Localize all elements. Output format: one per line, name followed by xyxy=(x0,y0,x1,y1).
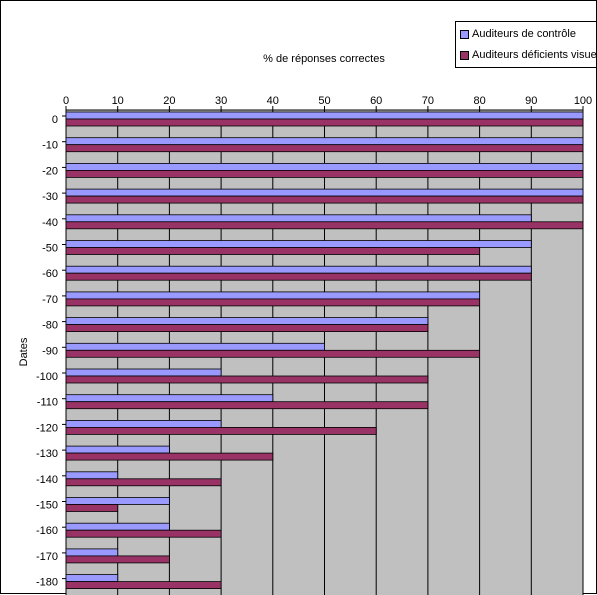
y-tick-label: -150 xyxy=(36,500,58,512)
bar-visually-impaired xyxy=(65,247,481,255)
y-axis-title: Dates xyxy=(18,337,30,366)
legend-item-control: Auditeurs de contrôle xyxy=(460,28,576,40)
bar-control xyxy=(65,419,222,428)
y-tick-label: -30 xyxy=(42,191,58,203)
bar-control xyxy=(65,471,119,480)
bar-control xyxy=(65,548,119,557)
bar-visually-impaired xyxy=(65,375,429,384)
legend: Auditeurs de contrôle Auditeurs déficien… xyxy=(455,21,597,68)
y-tick-label: -40 xyxy=(42,217,58,229)
bar-visually-impaired xyxy=(65,195,584,204)
bar-control xyxy=(65,574,119,582)
y-tick-label: -20 xyxy=(42,165,58,177)
bar-visually-impaired xyxy=(65,349,481,358)
x-tick-label: 10 xyxy=(112,95,124,107)
bar-visually-impaired xyxy=(65,298,481,307)
y-tick-label: -50 xyxy=(42,243,58,255)
x-tick-label: 60 xyxy=(370,95,382,107)
y-tick-label: -180 xyxy=(36,577,58,589)
bar-control xyxy=(65,240,532,248)
bar-control xyxy=(65,522,170,531)
legend-label-control: Auditeurs de contrôle xyxy=(472,28,576,40)
bar-control xyxy=(65,317,429,326)
bar-visually-impaired xyxy=(65,504,119,512)
y-tick-label: -100 xyxy=(36,371,58,383)
legend-label-visually-impaired: Auditeurs déficients visuels xyxy=(472,49,597,61)
bar-control xyxy=(65,342,325,351)
bar-control xyxy=(65,214,532,223)
x-tick-label: 100 xyxy=(574,95,592,107)
bar-visually-impaired xyxy=(65,272,532,281)
bar-control xyxy=(65,291,481,300)
bar-control xyxy=(65,394,274,403)
legend-item-visually-impaired: Auditeurs déficients visuels xyxy=(460,49,597,61)
x-axis-title: % de réponses correctes xyxy=(263,53,385,65)
x-tick-label: 80 xyxy=(473,95,485,107)
bar-control xyxy=(65,265,532,274)
bar-control xyxy=(65,111,584,120)
bar-control xyxy=(65,188,584,197)
y-tick-label: -80 xyxy=(42,320,58,332)
bar-control xyxy=(65,497,170,505)
bar-control xyxy=(65,368,222,377)
y-tick-label: -120 xyxy=(36,422,58,434)
bar-control xyxy=(65,137,584,146)
bar-visually-impaired xyxy=(65,169,584,178)
bar-visually-impaired xyxy=(65,452,274,461)
y-tick-label: -160 xyxy=(36,525,58,537)
x-tick-label: 90 xyxy=(525,95,537,107)
bar-visually-impaired xyxy=(65,478,222,487)
bar-control xyxy=(65,445,170,454)
legend-swatch-visually-impaired xyxy=(460,50,469,60)
bar-visually-impaired xyxy=(65,324,429,333)
y-tick-label: -110 xyxy=(37,397,58,409)
bar-visually-impaired xyxy=(65,529,222,538)
bar-visually-impaired xyxy=(65,144,584,153)
y-tick-label: -60 xyxy=(42,268,58,280)
bar-visually-impaired xyxy=(65,118,584,127)
y-tick-label: 0 xyxy=(52,114,58,126)
y-tick-label: -130 xyxy=(36,448,58,460)
x-tick-label: 30 xyxy=(215,95,227,107)
bar-control xyxy=(65,162,584,171)
x-tick-label: 50 xyxy=(318,95,330,107)
x-tick-label: 0 xyxy=(63,95,69,107)
x-tick-label: 40 xyxy=(267,95,279,107)
legend-swatch-control xyxy=(460,29,469,39)
x-tick-label: 20 xyxy=(163,95,175,107)
y-tick-label: -90 xyxy=(42,345,58,357)
y-tick-label: -10 xyxy=(42,140,58,152)
x-tick-label: 70 xyxy=(422,95,434,107)
y-tick-label: -70 xyxy=(42,294,58,306)
bar-visually-impaired xyxy=(65,221,584,230)
y-tick-label: -140 xyxy=(36,474,58,486)
bar-visually-impaired xyxy=(65,581,222,589)
y-tick-label: -170 xyxy=(36,551,58,563)
bar-visually-impaired xyxy=(65,426,377,435)
bar-visually-impaired xyxy=(65,555,170,564)
bar-visually-impaired xyxy=(65,401,429,410)
